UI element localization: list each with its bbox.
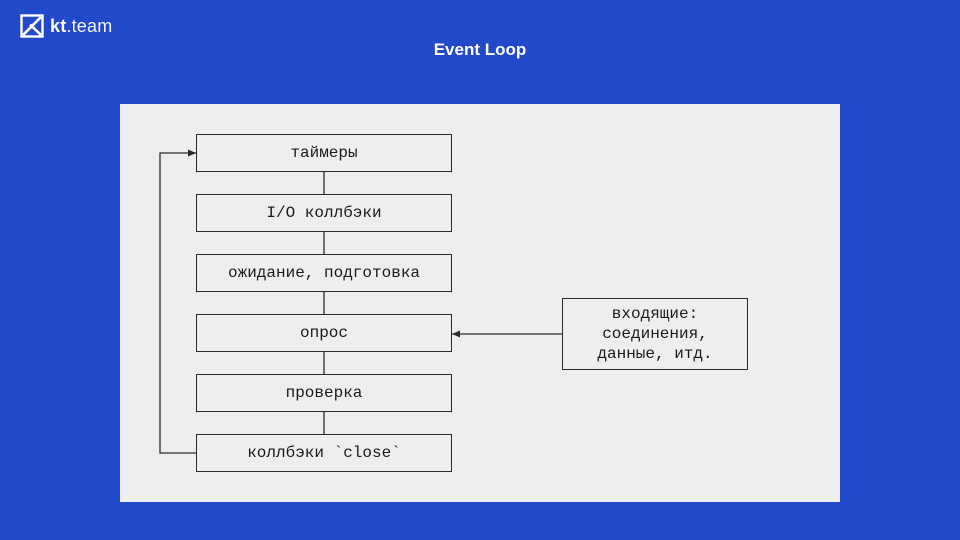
logo-text: kt.team	[50, 16, 112, 37]
diagram-panel: таймеры I/O коллбэки ожидание, подготовка о…	[120, 104, 840, 502]
logo-mark-icon	[20, 14, 44, 38]
logo-text-thin: .team	[66, 16, 112, 37]
node-check: проверка	[196, 374, 452, 412]
slide: kt.team Event Loop таймеры I/O коллбэки ож…	[0, 0, 960, 540]
slide-title: Event Loop	[0, 40, 960, 60]
node-close: коллбэки `close`	[196, 434, 452, 472]
node-poll: опрос	[196, 314, 452, 352]
brand-logo: kt.team	[20, 14, 112, 38]
node-timers: таймеры	[196, 134, 452, 172]
logo-text-bold: kt	[50, 16, 66, 37]
node-io: I/O коллбэки	[196, 194, 452, 232]
event-loop-flowchart: таймеры I/O коллбэки ожидание, подготовка о…	[120, 104, 840, 502]
node-incoming: входящие: соединения, данные, итд.	[562, 298, 748, 370]
node-idle: ожидание, подготовка	[196, 254, 452, 292]
